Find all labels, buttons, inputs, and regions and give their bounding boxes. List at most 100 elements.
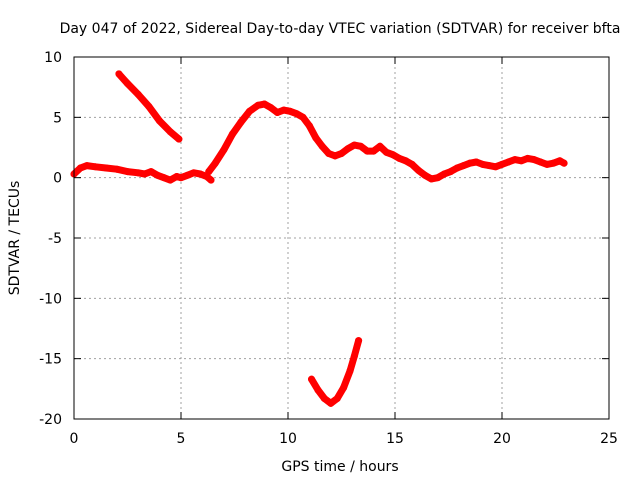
y-tick-label: -5: [48, 231, 62, 247]
data-point: [211, 159, 219, 167]
data-point: [145, 102, 153, 110]
data-point: [402, 157, 410, 165]
data-point: [280, 106, 288, 114]
series-segment-4: [308, 337, 363, 407]
data-point: [102, 164, 110, 172]
data-point: [190, 169, 198, 177]
data-point: [237, 118, 245, 126]
data-point: [472, 158, 480, 166]
data-point: [517, 157, 525, 165]
data-point: [344, 145, 352, 153]
data-point: [147, 168, 155, 176]
data-point: [254, 101, 262, 109]
data-point: [453, 164, 461, 172]
y-tick-label: -20: [39, 412, 62, 428]
data-point: [434, 174, 442, 182]
data-point: [524, 154, 532, 162]
data-point: [115, 70, 123, 78]
data-point: [543, 160, 551, 168]
data-point: [327, 399, 335, 407]
data-point: [340, 384, 348, 392]
x-axis-label: GPS time / hours: [281, 459, 398, 475]
data-point: [205, 168, 213, 176]
data-point: [134, 169, 142, 177]
x-tick-label: 0: [70, 431, 79, 447]
data-point: [286, 107, 294, 115]
x-axis-tick-labels: 0 5 10 15 20 25: [70, 431, 618, 447]
data-point: [363, 147, 371, 155]
chart-title: Day 047 of 2022, Sidereal Day-to-day VTE…: [60, 21, 621, 37]
data-point: [228, 130, 236, 138]
data-point: [177, 174, 185, 182]
data-point: [466, 159, 474, 167]
y-tick-label: -15: [39, 352, 62, 368]
y-tick-label: 10: [44, 50, 62, 66]
data-point: [273, 109, 281, 117]
data-point: [549, 159, 557, 167]
data-point: [376, 142, 384, 150]
series-segment-1: [70, 162, 215, 184]
series-segment-2: [115, 70, 183, 143]
data-point: [314, 386, 322, 394]
data-point: [331, 152, 339, 160]
data-point: [220, 146, 228, 154]
data-point: [421, 171, 429, 179]
data-point: [408, 160, 416, 168]
plot-area: [70, 70, 568, 407]
y-axis-label: SDTVAR / TECUs: [7, 181, 23, 296]
data-point: [338, 150, 345, 158]
grid-lines: [74, 57, 609, 419]
data-point: [459, 162, 467, 170]
data-point: [357, 142, 365, 150]
data-point: [124, 80, 131, 88]
x-tick-label: 20: [493, 431, 511, 447]
data-point: [355, 337, 363, 345]
data-point: [113, 165, 121, 173]
data-point: [440, 170, 448, 178]
data-point: [299, 113, 307, 121]
data-point: [308, 375, 316, 383]
x-tick-label: 10: [279, 431, 297, 447]
data-point: [91, 163, 99, 171]
x-tick-label: 15: [386, 431, 404, 447]
data-point: [479, 160, 487, 168]
series-line: [205, 100, 568, 183]
data-point: [333, 394, 341, 402]
data-point: [485, 162, 493, 170]
data-point: [156, 117, 164, 125]
data-point: [492, 163, 500, 171]
data-point: [504, 158, 512, 166]
data-point: [395, 154, 403, 162]
data-point: [124, 168, 131, 176]
y-tick-label: -10: [39, 291, 62, 307]
data-point: [153, 171, 161, 179]
data-point: [76, 164, 84, 172]
data-point: [537, 158, 545, 166]
data-point: [511, 156, 519, 164]
data-point: [183, 171, 191, 179]
data-point: [389, 151, 397, 159]
data-point: [318, 142, 326, 150]
y-axis-tick-labels: -20 -15 -10 -5 0 5 10: [39, 50, 62, 428]
data-point: [350, 141, 358, 149]
data-point: [427, 175, 435, 183]
data-point: [175, 135, 183, 143]
data-point: [160, 174, 168, 182]
data-point: [350, 352, 358, 360]
data-point: [370, 147, 378, 155]
data-point: [415, 166, 423, 174]
data-point: [293, 110, 301, 118]
data-point: [498, 160, 506, 168]
data-point: [141, 170, 149, 178]
data-point: [320, 394, 328, 402]
data-point: [312, 134, 320, 142]
data-point: [346, 367, 354, 375]
data-point: [134, 90, 142, 98]
data-point: [267, 104, 275, 112]
data-point: [530, 156, 538, 164]
data-point: [260, 100, 268, 108]
data-point: [196, 170, 204, 178]
data-point: [382, 148, 390, 156]
y-tick-label: 0: [53, 171, 62, 187]
